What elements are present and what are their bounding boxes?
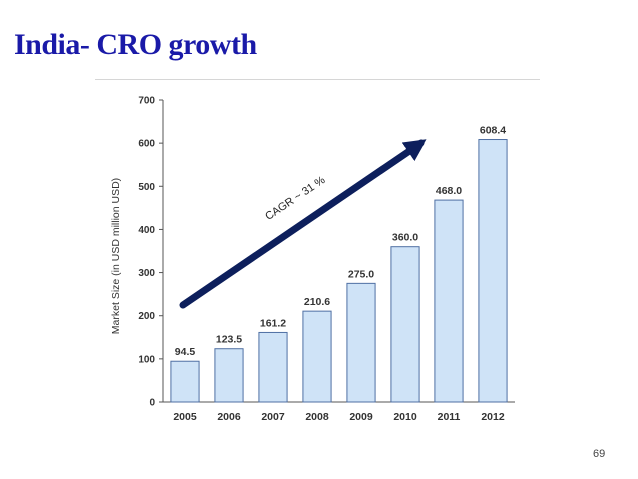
bar-2011 <box>434 199 464 403</box>
x-tick-label: 2011 <box>438 411 461 423</box>
bar-2010 <box>390 246 420 403</box>
chart-top-divider <box>95 79 540 80</box>
bar-2005 <box>170 360 200 403</box>
x-tick-label: 2010 <box>393 411 417 423</box>
bar-value-label: 360.0 <box>392 232 418 244</box>
y-tick-label: 100 <box>138 354 155 365</box>
bar-2006 <box>214 348 244 403</box>
bar-chart: 0 100 200 300 400 500 600 700 Market Size (in US… <box>110 96 515 423</box>
x-tick-label: 2006 <box>217 411 241 423</box>
cagr-arrow <box>179 139 427 309</box>
chart-container: 0 100 200 300 400 500 600 700 Market Size (in US… <box>95 79 540 439</box>
y-axis-title: Market Size (in USD million USD) <box>110 178 122 334</box>
y-tick-label: 300 <box>138 268 155 279</box>
bar-2007 <box>258 331 288 403</box>
bar-value-label: 161.2 <box>260 317 286 329</box>
y-tick-label: 700 <box>138 96 155 107</box>
x-tick-label: 2008 <box>305 411 329 423</box>
bar-value-label: 275.0 <box>348 268 374 280</box>
bar-value-label: 608.4 <box>480 125 506 137</box>
bar-value-label: 468.0 <box>436 185 462 197</box>
y-tick-label: 400 <box>138 225 155 236</box>
x-tick-label: 2009 <box>349 411 373 423</box>
bar-2012 <box>478 139 508 403</box>
x-tick-label: 2007 <box>261 411 285 423</box>
bar-2008 <box>302 310 332 403</box>
x-tick-label: 2012 <box>481 411 505 423</box>
y-tick-label: 0 <box>149 398 155 409</box>
bar-value-label: 123.5 <box>216 334 242 346</box>
y-tick-label: 200 <box>138 311 155 322</box>
slide-number: 69 <box>593 448 606 460</box>
bar-value-label: 94.5 <box>175 346 196 358</box>
y-tick-label: 600 <box>138 139 155 150</box>
slide-title: India- CRO growth <box>14 28 257 61</box>
bar-2009 <box>346 282 376 403</box>
x-tick-label: 2005 <box>173 411 197 423</box>
y-tick-label: 500 <box>138 182 155 193</box>
bar-value-label: 210.6 <box>304 296 330 308</box>
